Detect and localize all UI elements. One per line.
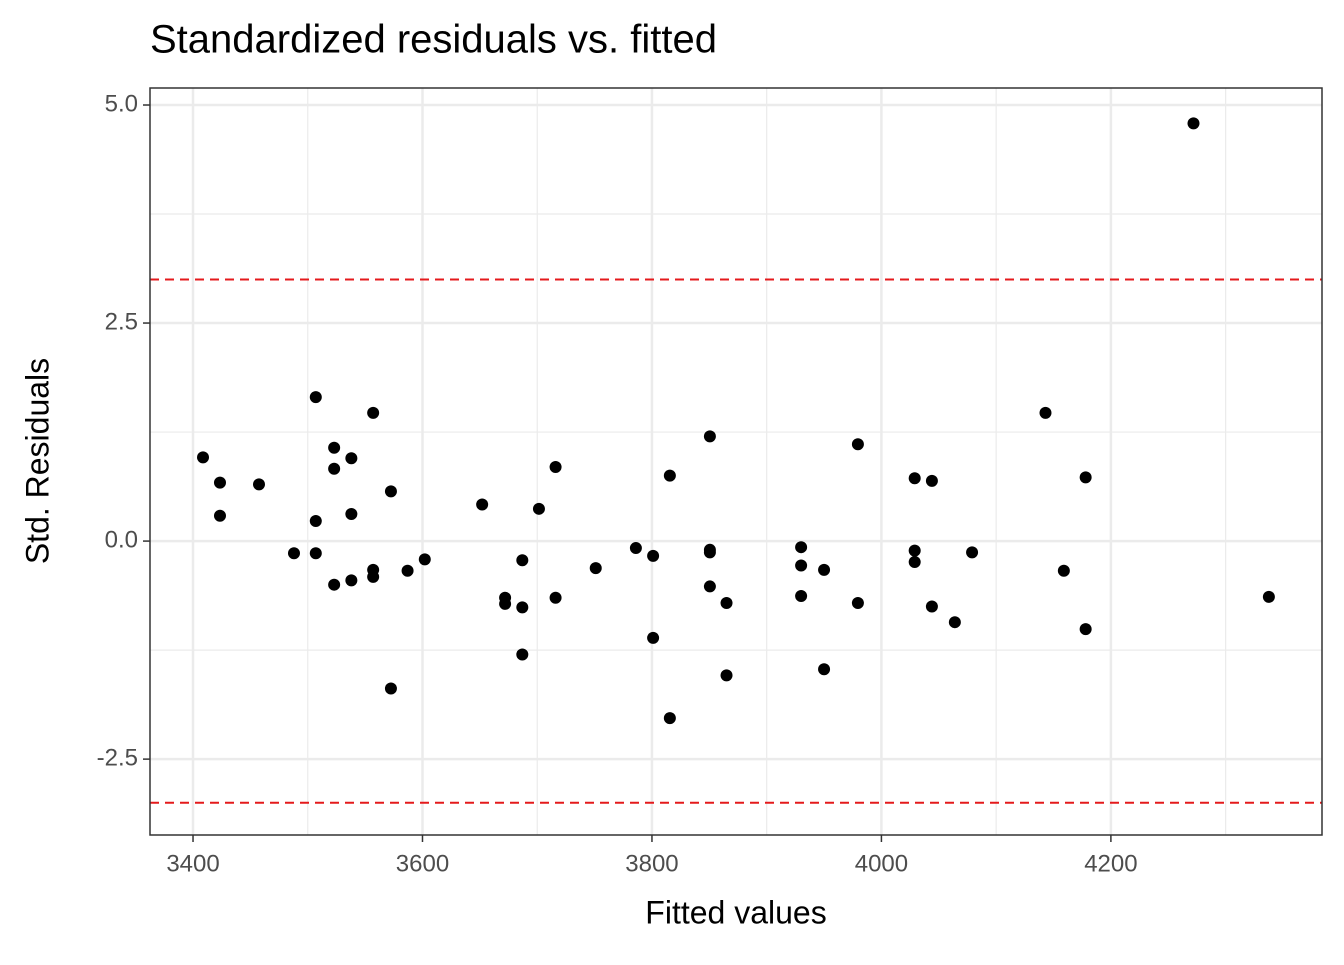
point [328, 578, 341, 591]
chart-title: Standardized residuals vs. fitted [150, 18, 717, 62]
y-tick-label: 5.0 [105, 90, 138, 117]
point [720, 669, 733, 682]
point [549, 591, 562, 604]
point [309, 547, 322, 560]
point [966, 546, 979, 559]
y-tick-label: 2.5 [105, 308, 138, 335]
point [1057, 564, 1070, 577]
point [1262, 590, 1275, 603]
point [908, 472, 921, 485]
point [532, 502, 545, 515]
y-axis-title: Std. Residuals [19, 358, 55, 564]
point [663, 469, 676, 482]
point [197, 451, 210, 464]
point [629, 542, 642, 555]
point [309, 515, 322, 528]
point [720, 597, 733, 610]
x-tick-label: 4000 [855, 850, 908, 877]
point [401, 564, 414, 577]
point [908, 544, 921, 557]
y-tick-label: 0.0 [105, 526, 138, 553]
point [647, 549, 660, 562]
point [851, 438, 864, 451]
point [703, 580, 716, 593]
point [516, 554, 529, 567]
point [367, 406, 380, 419]
point [367, 570, 380, 583]
point [1039, 406, 1052, 419]
point [1079, 623, 1092, 636]
point [795, 590, 808, 603]
point [309, 391, 322, 404]
plot-border [149, 87, 1323, 836]
x-axis-title: Fitted values [645, 894, 826, 930]
point [384, 485, 397, 498]
point [1079, 471, 1092, 484]
point [925, 474, 938, 487]
x-tick-label: 3400 [166, 850, 219, 877]
point [948, 616, 961, 629]
point [589, 562, 602, 575]
point [476, 498, 489, 511]
point [345, 452, 358, 465]
point [703, 546, 716, 559]
x-tick-label: 4200 [1084, 850, 1137, 877]
point [418, 553, 431, 566]
y-tick-label: -2.5 [97, 744, 138, 771]
point [252, 478, 265, 491]
point [703, 430, 716, 443]
point [516, 648, 529, 661]
point [647, 631, 660, 644]
point [345, 508, 358, 521]
point [499, 597, 512, 610]
point [663, 712, 676, 725]
point [384, 682, 397, 695]
point [795, 559, 808, 572]
point [908, 556, 921, 569]
point [328, 441, 341, 454]
point [516, 601, 529, 614]
point [925, 600, 938, 613]
point [345, 574, 358, 587]
point [1187, 117, 1200, 130]
point [213, 476, 226, 489]
point [213, 509, 226, 522]
x-tick-label: 3600 [396, 850, 449, 877]
point [818, 563, 831, 576]
point [549, 460, 562, 473]
point [328, 462, 341, 475]
point [287, 547, 300, 560]
point [795, 541, 808, 554]
point [851, 597, 864, 610]
x-tick-label: 3800 [625, 850, 678, 877]
point [818, 663, 831, 676]
